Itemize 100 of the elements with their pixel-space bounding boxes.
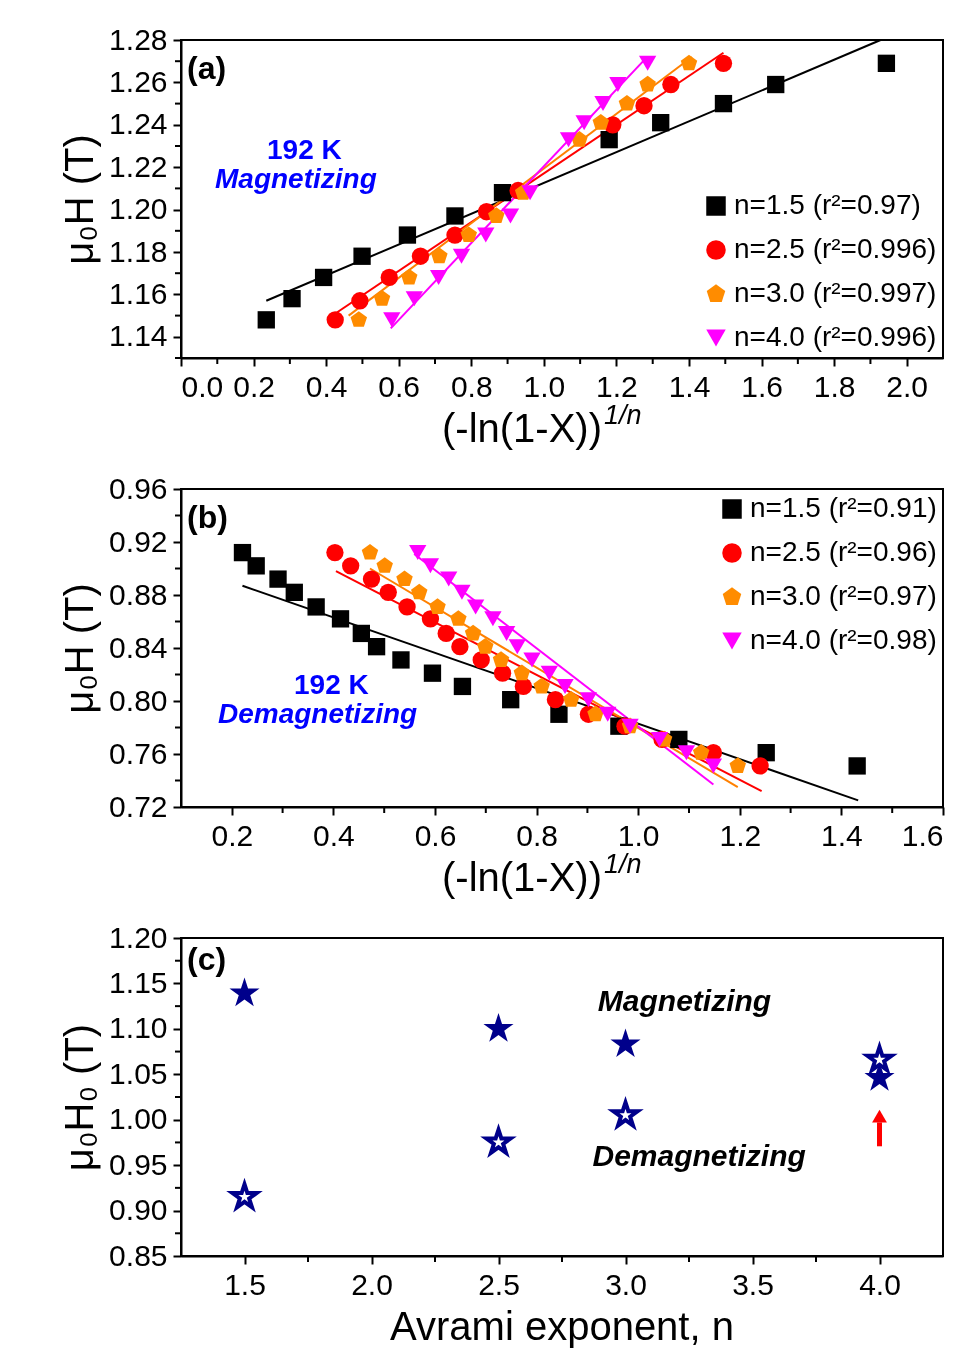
point	[521, 185, 539, 201]
y-tick-label: 1.18	[109, 234, 168, 268]
point	[877, 54, 896, 72]
y-tick-label: 0.96	[109, 471, 168, 505]
point	[550, 705, 568, 723]
point	[477, 227, 495, 243]
y-tick-label: 1.20	[109, 920, 168, 954]
point	[493, 183, 512, 202]
y-tick-label: 1.28	[109, 22, 168, 56]
y-tick-label: 0.95	[109, 1147, 168, 1181]
point	[352, 624, 370, 643]
point	[351, 292, 369, 310]
point	[429, 598, 446, 614]
point	[269, 570, 287, 588]
y-tick-label: 0.85	[109, 1238, 168, 1272]
x-tick-label: 2.0	[351, 1267, 393, 1301]
point	[452, 248, 471, 264]
x-tick-label: 1.0	[523, 369, 566, 403]
point	[729, 757, 746, 773]
point	[652, 114, 670, 132]
point	[594, 96, 612, 112]
annotation: (a)	[187, 49, 227, 86]
point	[392, 651, 410, 669]
point	[635, 97, 653, 115]
point	[600, 130, 618, 149]
x-tick-label: 0.6	[378, 369, 421, 403]
point	[411, 583, 428, 600]
point	[714, 54, 733, 72]
point	[376, 557, 393, 573]
legend-label: n=1.5 (r²=0.91)	[750, 492, 937, 523]
point	[257, 311, 275, 329]
point	[283, 289, 301, 308]
annotation: (c)	[187, 941, 227, 978]
point	[571, 130, 588, 147]
y-tick-label: 1.00	[109, 1102, 168, 1136]
x-tick-label: 1.8	[813, 369, 856, 403]
point	[409, 545, 427, 561]
point	[751, 757, 769, 775]
point	[483, 1013, 514, 1042]
x-tick-label: 1.5	[224, 1267, 266, 1301]
x-tick-label: 3.5	[732, 1267, 774, 1301]
point	[662, 75, 680, 94]
y-tick-label: 1.24	[109, 107, 168, 141]
point	[314, 268, 333, 287]
point	[380, 268, 398, 287]
point	[421, 610, 440, 628]
y-tick-label: 1.22	[109, 149, 168, 183]
point	[472, 651, 490, 669]
x-tick-label: 1.6	[901, 818, 944, 852]
x-tick-label: 0.4	[305, 369, 348, 403]
x-axis-title: Avrami exponent, n	[390, 1304, 734, 1348]
point	[484, 611, 502, 627]
point	[466, 599, 485, 615]
y-tick-label: 1.20	[109, 192, 168, 226]
point	[367, 638, 386, 656]
point	[562, 691, 580, 707]
point	[405, 291, 423, 307]
point	[497, 625, 516, 641]
point	[599, 706, 617, 722]
x-tick-label: 1.2	[596, 369, 638, 403]
point	[326, 543, 344, 562]
point	[848, 757, 866, 775]
series-label: Magnetizing	[597, 983, 772, 1017]
annotation: (b)	[187, 498, 228, 535]
point	[533, 677, 550, 694]
legend-label: n=4.0 (r²=0.996)	[734, 321, 937, 352]
point	[618, 94, 636, 111]
point	[362, 570, 381, 588]
x-tick-label: 1.2	[719, 818, 762, 852]
point	[556, 678, 574, 694]
point	[677, 745, 696, 761]
y-tick-label: 1.14	[109, 319, 168, 353]
point	[488, 207, 505, 223]
point	[401, 268, 418, 285]
x-tick-label: 2.0	[886, 369, 929, 403]
x-tick-label: 4.0	[859, 1267, 901, 1301]
legend-label: n=2.5 (r²=0.96)	[750, 536, 937, 567]
y-tick-label: 0.84	[109, 630, 168, 664]
point	[331, 610, 350, 628]
point	[229, 977, 260, 1007]
legend-label: n=3.0 (r²=0.97)	[750, 580, 937, 611]
point	[342, 557, 360, 575]
point	[680, 54, 698, 71]
series-label: Demagnetizing	[592, 1139, 806, 1173]
point	[692, 744, 710, 760]
point	[233, 543, 252, 562]
point	[451, 638, 469, 656]
point	[460, 226, 477, 243]
point	[326, 311, 344, 329]
point	[477, 638, 494, 654]
point	[575, 115, 593, 131]
y-tick-label: 1.15	[109, 965, 168, 999]
point	[285, 583, 303, 602]
point	[638, 55, 657, 71]
point	[429, 269, 448, 285]
x-tick-label: 1.0	[617, 818, 660, 852]
legend-label: n=4.0 (r²=0.98)	[750, 624, 937, 655]
y-tick-label: 1.16	[109, 276, 168, 310]
x-tick-label: 1.4	[668, 369, 711, 403]
point	[398, 598, 416, 616]
